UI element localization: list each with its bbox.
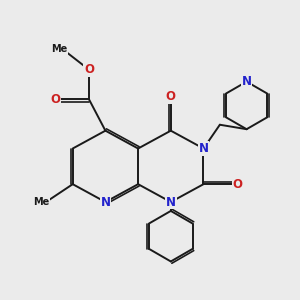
Text: O: O xyxy=(233,178,243,191)
Text: O: O xyxy=(50,93,60,106)
Text: N: N xyxy=(242,75,252,88)
Text: O: O xyxy=(166,90,176,103)
Text: N: N xyxy=(199,142,208,155)
Text: N: N xyxy=(100,196,110,208)
Text: O: O xyxy=(84,63,94,76)
Text: N: N xyxy=(166,196,176,208)
Text: Me: Me xyxy=(33,197,50,207)
Text: Me: Me xyxy=(51,44,68,54)
